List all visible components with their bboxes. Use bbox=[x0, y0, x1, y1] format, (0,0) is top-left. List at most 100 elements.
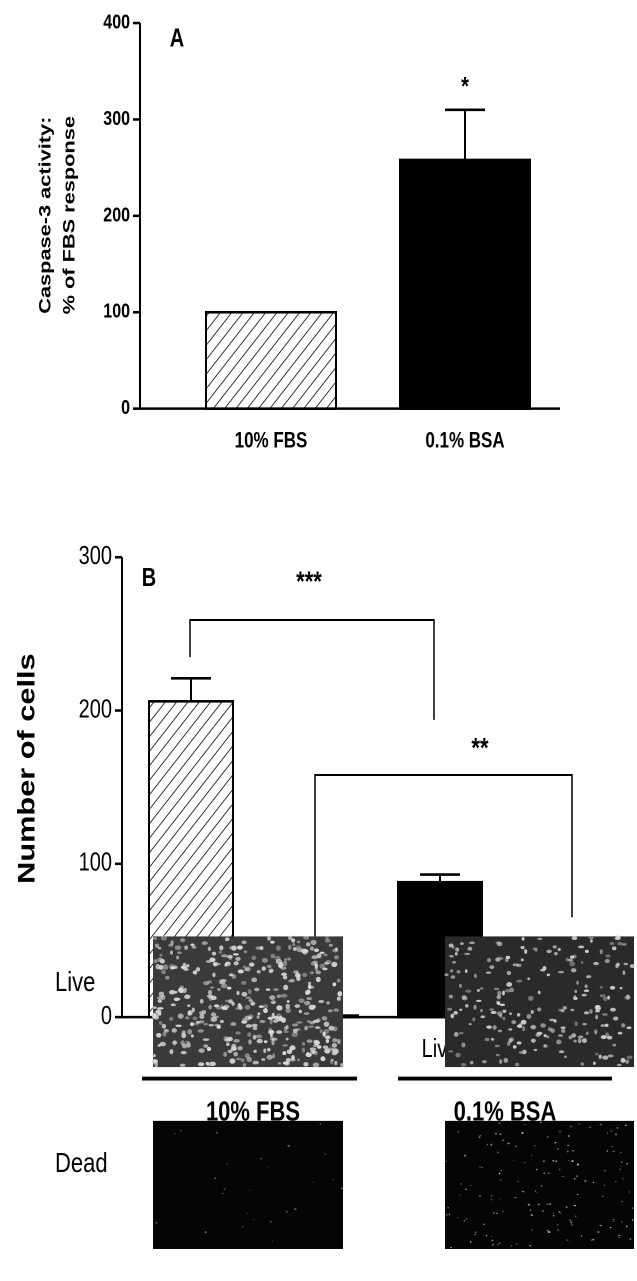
cell bbox=[495, 1133, 497, 1135]
cell bbox=[208, 990, 212, 995]
cell bbox=[448, 1207, 449, 1208]
cell bbox=[515, 1146, 517, 1147]
cell bbox=[622, 1178, 624, 1179]
cell bbox=[558, 971, 564, 973]
cell bbox=[307, 1020, 311, 1023]
cell bbox=[259, 1005, 265, 1008]
cell bbox=[297, 940, 300, 943]
cell bbox=[446, 1214, 448, 1216]
cell bbox=[625, 1125, 627, 1126]
cell bbox=[618, 1032, 623, 1035]
cell bbox=[169, 1049, 173, 1054]
cell bbox=[237, 1046, 242, 1050]
cell bbox=[584, 1011, 589, 1014]
cell bbox=[605, 959, 610, 963]
cell bbox=[248, 1016, 253, 1019]
cell bbox=[538, 1204, 540, 1206]
cell bbox=[161, 995, 166, 1000]
cell bbox=[600, 986, 603, 989]
cell bbox=[157, 1007, 163, 1009]
cell bbox=[259, 1020, 265, 1023]
cell bbox=[517, 1181, 519, 1182]
cell bbox=[497, 1244, 498, 1246]
cell bbox=[298, 998, 304, 1003]
cell bbox=[491, 1240, 493, 1242]
cell bbox=[595, 1007, 601, 1011]
cell bbox=[482, 1060, 487, 1063]
cell bbox=[557, 1229, 559, 1230]
cell bbox=[554, 1142, 556, 1143]
cell bbox=[188, 1010, 192, 1015]
cell bbox=[243, 1063, 246, 1067]
cell bbox=[226, 1042, 230, 1046]
cell bbox=[470, 1185, 471, 1186]
cell bbox=[491, 1199, 493, 1200]
cell bbox=[286, 1038, 289, 1041]
cell bbox=[308, 984, 312, 989]
cell bbox=[288, 980, 294, 983]
cell bbox=[198, 1062, 204, 1066]
cell bbox=[315, 1026, 321, 1029]
cell bbox=[449, 995, 453, 999]
cell bbox=[452, 946, 455, 949]
cell bbox=[192, 1016, 197, 1020]
cell bbox=[231, 1002, 234, 1006]
cell bbox=[615, 1133, 616, 1135]
cell bbox=[213, 972, 216, 977]
cell bbox=[267, 936, 271, 941]
cell bbox=[535, 1033, 540, 1036]
cell bbox=[567, 1150, 568, 1152]
cell bbox=[537, 938, 542, 941]
cell bbox=[516, 980, 522, 983]
cell bbox=[497, 1002, 501, 1006]
cell bbox=[154, 1015, 159, 1019]
cell bbox=[559, 1131, 561, 1132]
cell bbox=[308, 1025, 314, 1028]
cell bbox=[315, 966, 318, 971]
cell bbox=[450, 1247, 452, 1248]
cell bbox=[508, 1028, 512, 1030]
cell bbox=[595, 1053, 599, 1056]
cell bbox=[610, 1008, 616, 1012]
significance: * bbox=[461, 72, 469, 101]
cell bbox=[465, 1004, 469, 1007]
cell bbox=[573, 997, 578, 1000]
cell bbox=[174, 1133, 175, 1134]
cell bbox=[235, 1031, 240, 1034]
cell bbox=[313, 1044, 318, 1047]
cell bbox=[591, 1239, 593, 1240]
cell bbox=[200, 999, 204, 1004]
cell bbox=[531, 1154, 532, 1156]
cell bbox=[283, 985, 288, 990]
cell bbox=[217, 988, 221, 991]
cell bbox=[205, 1231, 207, 1233]
cell bbox=[261, 1058, 265, 1061]
cell bbox=[621, 1058, 626, 1063]
cell bbox=[547, 1136, 549, 1137]
cell bbox=[556, 1160, 558, 1162]
cell bbox=[509, 1012, 512, 1015]
cell bbox=[444, 973, 448, 976]
cell bbox=[291, 1055, 295, 1060]
cell bbox=[159, 1021, 162, 1025]
cell bbox=[208, 1005, 212, 1010]
cell bbox=[172, 1028, 178, 1033]
cell bbox=[547, 973, 550, 976]
cell bbox=[260, 1158, 262, 1160]
cell bbox=[461, 1043, 465, 1048]
cell bbox=[513, 964, 516, 967]
cell bbox=[575, 1215, 577, 1217]
cell bbox=[271, 1000, 276, 1004]
cell bbox=[292, 1023, 298, 1026]
cell bbox=[517, 1041, 522, 1044]
cell bbox=[630, 964, 635, 968]
cell bbox=[447, 1008, 452, 1011]
cell bbox=[173, 966, 177, 969]
cell bbox=[326, 1039, 329, 1043]
cell bbox=[578, 945, 584, 948]
cell bbox=[331, 962, 337, 967]
cell bbox=[171, 940, 174, 945]
cell bbox=[249, 1190, 250, 1191]
cell bbox=[233, 1052, 238, 1057]
cell bbox=[337, 991, 342, 996]
